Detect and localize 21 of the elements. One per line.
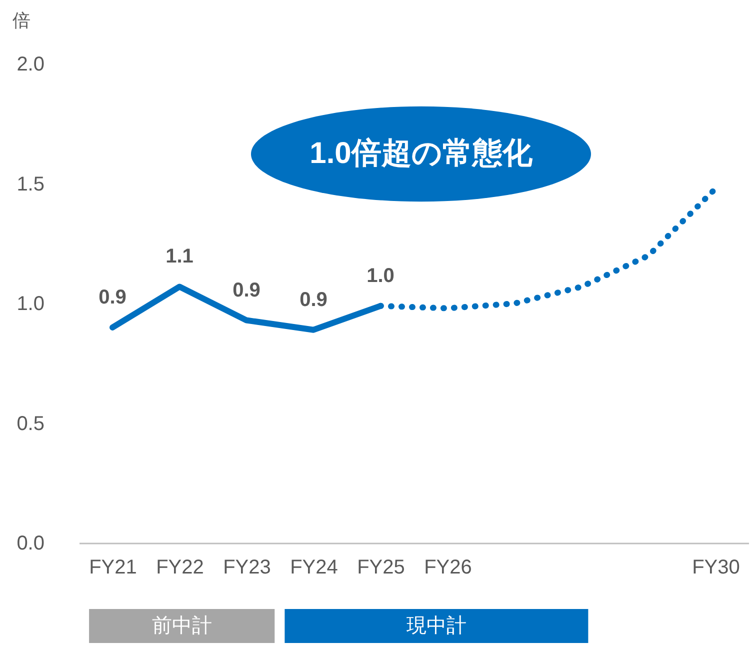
y-tick-label: 0.5: [16, 412, 44, 435]
data-label: 1.1: [166, 246, 194, 268]
x-tick-label: FY24: [290, 556, 338, 578]
text: 前中計: [152, 615, 212, 637]
y-tick-label: 2.0: [16, 54, 44, 76]
x-tick-label: FY22: [156, 556, 204, 578]
data-label: 0.9: [300, 288, 328, 311]
y-tick-label: 0.0: [16, 532, 44, 554]
data-label: 1.0: [366, 264, 394, 287]
text: 現中計: [406, 615, 466, 637]
y-axis-title: 倍: [12, 10, 30, 30]
x-tick-label: FY26: [424, 556, 472, 578]
data-label: 0.9: [98, 286, 126, 308]
x-tick-label: FY23: [223, 556, 271, 578]
annotation: 1.0倍超の常態化: [310, 137, 534, 170]
y-tick-label: 1.5: [16, 173, 44, 196]
x-tick-label: FY30: [692, 556, 740, 578]
data-label: 0.9: [232, 279, 260, 302]
y-tick-label: 1.0: [16, 293, 44, 315]
x-tick-label: FY25: [357, 556, 405, 578]
x-tick-label: FY21: [89, 556, 137, 578]
